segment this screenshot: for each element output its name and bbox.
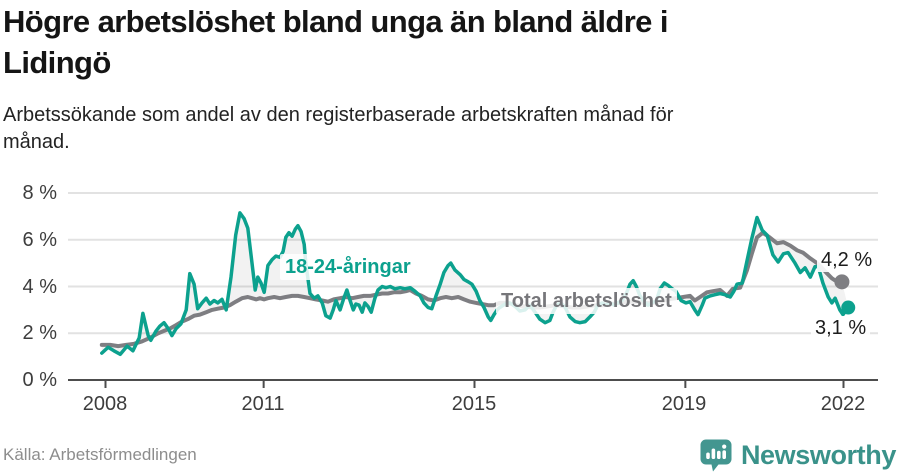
series-label-youth: 18-24-åringar: [280, 254, 416, 280]
x-tick-label-2015: 2015: [451, 393, 497, 415]
fill-between-area: [101, 212, 849, 355]
title-line-1: Högre arbetslöshet bland unga än bland ä…: [3, 4, 668, 39]
x-tick-label-2008: 2008: [82, 393, 128, 415]
series-end-dot-youth: [841, 300, 856, 315]
series-label-total: Total arbetslöshet: [496, 288, 677, 314]
x-tick-label-2011: 2011: [241, 393, 285, 415]
y-tick-label-4: 4 %: [22, 276, 57, 298]
brand-wordmark: Newsworthy: [740, 440, 896, 470]
end-value-total: 4,2 %: [817, 248, 877, 272]
page-title: Högre arbetslöshet bland unga än bland ä…: [3, 1, 893, 83]
subtitle-line-2: månad.: [3, 131, 70, 153]
title-line-2: Lidingö: [3, 45, 111, 80]
y-tick-label-8: 8 %: [22, 182, 57, 204]
x-tick-label-2022: 2022: [820, 393, 866, 415]
newsworthy-logo[interactable]: Newsworthy: [699, 438, 896, 473]
y-tick-label-0: 0 %: [22, 369, 57, 391]
series-end-dot-total: [834, 274, 850, 290]
y-tick-label-6: 6 %: [22, 229, 57, 251]
series-line-youth: [100, 211, 850, 357]
source-note: Källa: Arbetsförmedlingen: [3, 445, 197, 464]
x-tick-label-2019: 2019: [661, 393, 707, 415]
subtitle-line-1: Arbetssökande som andel av den registerb…: [3, 104, 674, 126]
chart-subtitle: Arbetssökande som andel av den registerb…: [3, 102, 863, 156]
end-value-youth: 3,1 %: [811, 316, 871, 340]
y-tick-label-2: 2 %: [22, 322, 57, 344]
bar-chart-speech-bubble-icon: [700, 439, 732, 472]
